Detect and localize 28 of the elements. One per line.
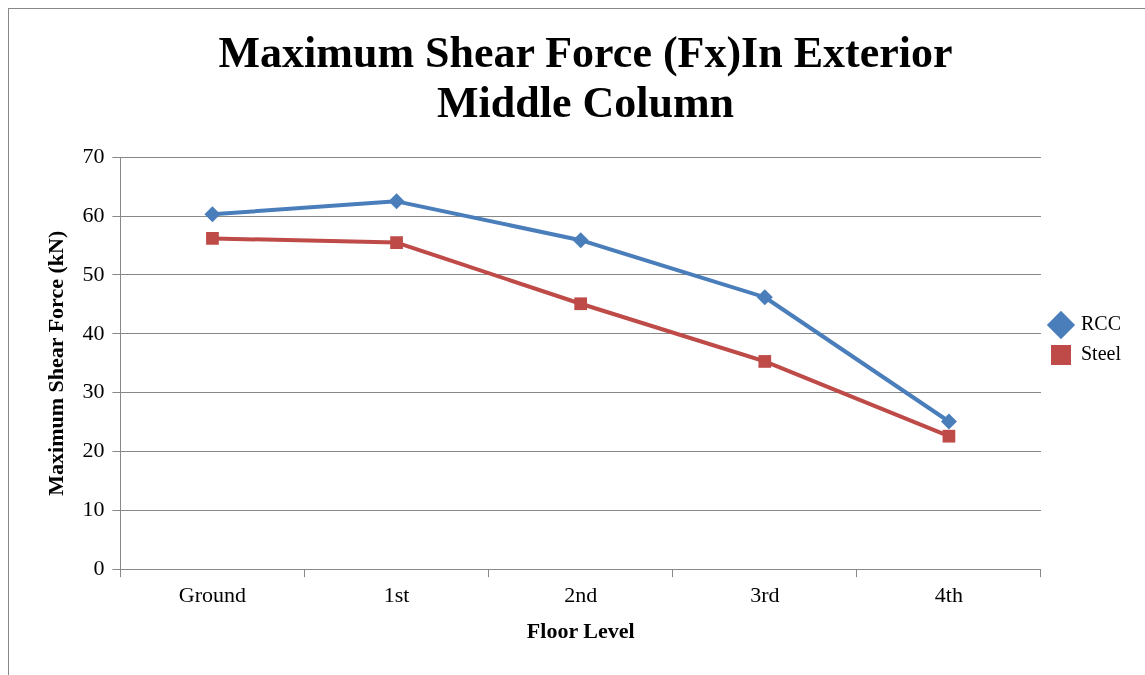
point	[940, 413, 957, 430]
x-tick-label: Ground	[178, 582, 247, 608]
x-tick-label: 3rd	[750, 582, 780, 608]
point	[390, 236, 403, 249]
x-tick-label: 1st	[383, 582, 410, 608]
point	[756, 289, 773, 306]
y-tick-label: 20	[82, 437, 105, 463]
y-tick-label: 0	[93, 554, 105, 580]
legend-label: Steel	[1080, 342, 1122, 365]
x-tick-label: 4th	[934, 582, 963, 608]
point	[758, 355, 772, 368]
point	[572, 232, 589, 249]
legend-label: RCC	[1080, 312, 1122, 335]
y-tick-label: 60	[82, 201, 105, 227]
x-axis-title: Floor Level	[526, 618, 635, 644]
point	[388, 193, 405, 210]
y-tick-label: 70	[82, 142, 105, 168]
chart-title: Maximum Shear Force (Fx)In Exterior Middle Column	[218, 27, 953, 128]
point	[204, 206, 221, 223]
y-tick-label: 40	[82, 319, 105, 345]
x-tick-label: 2nd	[564, 582, 598, 608]
point	[206, 232, 219, 245]
y-axis-title: Maximum Shear Force (kN)	[42, 230, 68, 496]
y-tick-label: 50	[82, 260, 105, 286]
point	[942, 429, 956, 443]
y-tick-label: 10	[82, 496, 105, 522]
point	[574, 297, 588, 311]
y-tick-label: 30	[82, 378, 105, 404]
